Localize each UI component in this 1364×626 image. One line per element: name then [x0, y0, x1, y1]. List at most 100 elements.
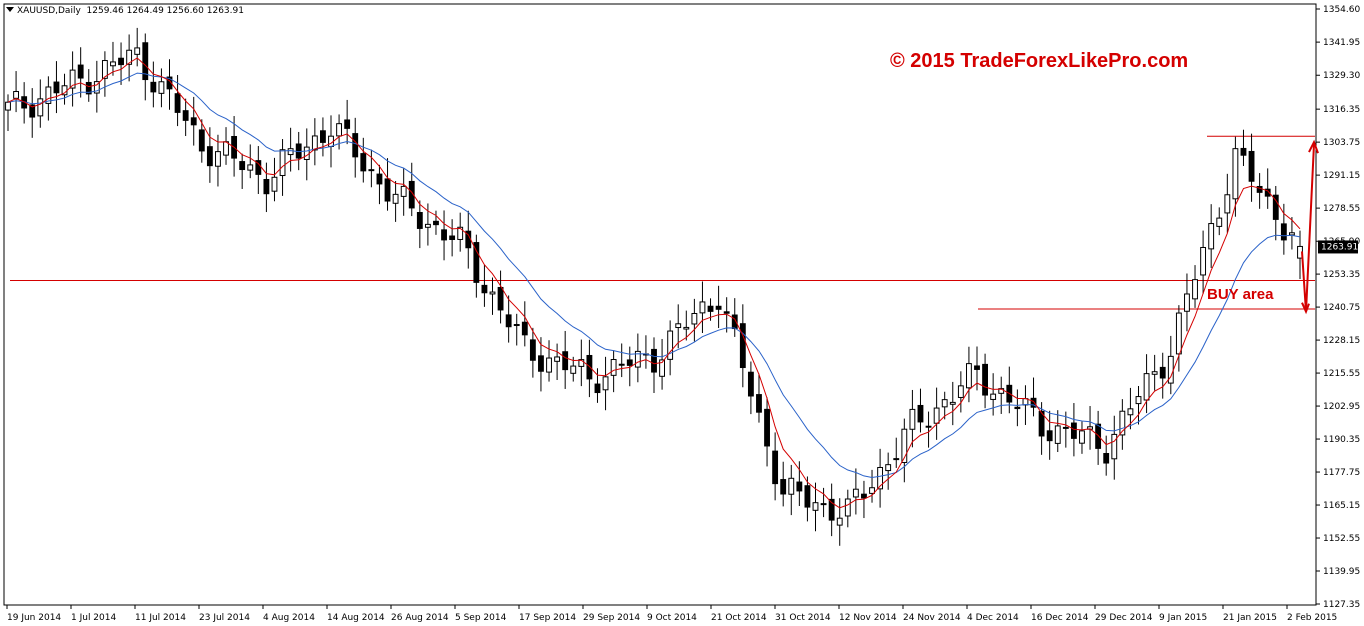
- y-tick-label: 1291.15: [1323, 171, 1360, 181]
- bearish-candle: [481, 284, 488, 294]
- bullish-candle: [1119, 410, 1126, 436]
- arrow-head-up: [1308, 139, 1319, 154]
- bearish-candle: [747, 371, 754, 397]
- bearish-candle: [739, 323, 746, 369]
- y-tick-label: 1316.35: [1323, 105, 1360, 115]
- bearish-candle: [255, 160, 262, 175]
- bearish-candle: [804, 485, 811, 508]
- bearish-candle: [376, 173, 383, 185]
- bearish-candle: [796, 481, 803, 492]
- bearish-candle: [715, 305, 722, 310]
- x-tick-label: 21 Jan 2015: [1223, 613, 1277, 623]
- bearish-candle: [521, 321, 528, 336]
- bearish-candle: [917, 404, 924, 423]
- bullish-candle: [1289, 232, 1295, 236]
- bullish-candle: [69, 69, 76, 89]
- bearish-candle: [174, 93, 181, 113]
- y-tick-label: 1228.15: [1323, 336, 1360, 346]
- bullish-candle: [1232, 148, 1239, 200]
- bullish-candle: [303, 146, 310, 160]
- x-tick-label: 17 Sep 2014: [519, 613, 576, 623]
- bullish-candle: [699, 301, 706, 314]
- bullish-candle: [836, 517, 843, 526]
- bearish-candle: [1095, 423, 1102, 449]
- bearish-candle: [707, 305, 714, 312]
- y-tick-label: 1177.75: [1323, 468, 1360, 478]
- bullish-candle: [1224, 194, 1231, 214]
- bearish-candle: [142, 42, 149, 81]
- bearish-candle: [1014, 406, 1021, 410]
- x-tick-label: 9 Jan 2015: [1159, 613, 1207, 623]
- y-tick-label: 1240.75: [1323, 303, 1360, 313]
- bearish-candle: [320, 130, 326, 143]
- chart-header: XAUUSD,Daily 1259.46 1264.49 1256.60 126…: [6, 6, 244, 16]
- bullish-candle: [1184, 293, 1190, 312]
- bullish-candle: [13, 91, 19, 99]
- bullish-candle: [852, 488, 859, 498]
- y-tick-label: 1303.75: [1323, 138, 1360, 148]
- bullish-candle: [941, 399, 948, 408]
- bearish-candle: [772, 450, 779, 485]
- x-tick-label: 5 Sep 2014: [455, 613, 507, 623]
- bullish-candle: [1216, 217, 1223, 227]
- bullish-candle: [933, 407, 940, 424]
- bearish-candle: [723, 311, 730, 314]
- bullish-candle: [101, 60, 108, 79]
- bullish-candle: [1135, 396, 1142, 405]
- bearish-candle: [85, 81, 92, 95]
- x-tick-label: 24 Nov 2014: [903, 613, 961, 623]
- bullish-candle: [691, 312, 698, 325]
- plot-frame: [3, 3, 1317, 606]
- x-tick-label: 12 Nov 2014: [839, 613, 897, 623]
- bullish-candle: [877, 466, 884, 490]
- bearish-candle: [1062, 426, 1069, 429]
- x-tick-label: 29 Dec 2014: [1095, 613, 1153, 623]
- bearish-candle: [820, 503, 827, 506]
- bearish-candle: [433, 220, 439, 226]
- bearish-candle: [562, 351, 569, 371]
- bearish-candle: [505, 314, 512, 328]
- bearish-candle: [1240, 147, 1247, 156]
- bullish-candle: [5, 101, 11, 111]
- bullish-candle: [667, 330, 674, 360]
- bullish-candle: [1143, 373, 1150, 401]
- bearish-candle: [1264, 188, 1271, 197]
- bullish-candle: [812, 502, 819, 511]
- bearish-candle: [1030, 397, 1037, 408]
- bullish-candle: [1151, 371, 1158, 375]
- bullish-candle: [901, 428, 908, 463]
- bullish-candle: [400, 185, 407, 197]
- bearish-candle: [1248, 150, 1255, 182]
- bearish-candle: [594, 383, 601, 394]
- y-tick-label: 1253.35: [1323, 270, 1360, 280]
- bearish-candle: [1159, 366, 1166, 379]
- bearish-candle: [1272, 194, 1279, 220]
- bearish-candle: [449, 235, 456, 240]
- bullish-candle: [1079, 430, 1085, 444]
- level-lines: [10, 135, 1315, 310]
- bullish-candle: [578, 359, 585, 367]
- bearish-candle: [190, 117, 197, 126]
- bullish-candle: [424, 223, 431, 228]
- x-tick-label: 31 Oct 2014: [775, 613, 831, 623]
- buy-arrow: [1301, 139, 1319, 315]
- bullish-candle: [683, 326, 690, 330]
- bearish-candle: [118, 57, 124, 66]
- y-tick-label: 1165.15: [1323, 501, 1360, 511]
- bullish-candle: [675, 323, 682, 329]
- bearish-candle: [618, 363, 625, 366]
- bullish-candle: [45, 86, 52, 104]
- dropdown-triangle-icon[interactable]: [6, 7, 14, 12]
- bullish-candle: [158, 81, 165, 94]
- bullish-candle: [844, 498, 851, 517]
- bullish-candle: [457, 226, 464, 240]
- bullish-candle: [634, 350, 641, 368]
- bullish-candle: [949, 401, 956, 405]
- x-tick-label: 21 Oct 2014: [711, 613, 767, 623]
- bearish-candle: [408, 180, 415, 209]
- bullish-candle: [247, 164, 254, 171]
- bullish-candle: [110, 61, 116, 67]
- y-tick-label: 1354.60: [1323, 5, 1360, 15]
- bullish-candle: [957, 385, 964, 398]
- bullish-candle: [1111, 433, 1118, 460]
